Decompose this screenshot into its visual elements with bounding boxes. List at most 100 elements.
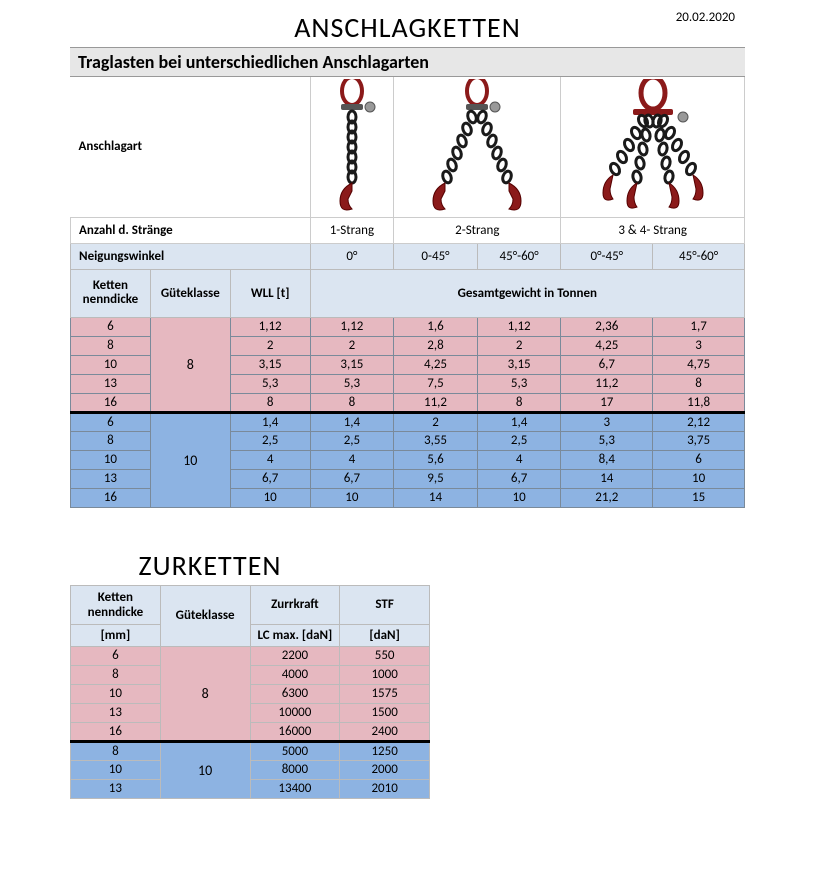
cell-value: 10 xyxy=(477,488,561,507)
cell-wll: 5,3 xyxy=(230,374,310,393)
cell-lc: 6300 xyxy=(250,684,340,703)
cell-d: 10 xyxy=(71,760,161,779)
cell-value: 2,36 xyxy=(561,317,653,336)
hdr-wll: WLL [t] xyxy=(230,269,310,317)
cell-value: 4,25 xyxy=(561,336,653,355)
cell-value: 10 xyxy=(310,488,394,507)
cell-value: 2,5 xyxy=(310,431,394,450)
cell-lc: 10000 xyxy=(250,703,340,722)
cell-value: 1,12 xyxy=(310,317,394,336)
cell-wll: 1,4 xyxy=(230,412,310,431)
cell-value: 8 xyxy=(310,393,394,412)
angle-cell: 0-45° xyxy=(394,243,478,269)
cell-value: 9,5 xyxy=(394,469,478,488)
cell-gueteklasse: 10 xyxy=(150,412,230,507)
cell-value: 2,12 xyxy=(653,412,745,431)
cell-lc: 8000 xyxy=(250,760,340,779)
cell-value: 11,2 xyxy=(561,374,653,393)
t2-hdr-mm: [mm] xyxy=(71,624,161,646)
cell-value: 5,3 xyxy=(310,374,394,393)
cell-d: 6 xyxy=(71,412,151,431)
cell-d: 13 xyxy=(71,779,161,798)
cell-stf: 1000 xyxy=(340,665,430,684)
cell-d: 6 xyxy=(71,646,161,665)
cell-value: 11,2 xyxy=(394,393,478,412)
cell-value: 2,8 xyxy=(394,336,478,355)
cell-stf: 2400 xyxy=(340,722,430,741)
cell-value: 5,6 xyxy=(394,450,478,469)
cell-stf: 2000 xyxy=(340,760,430,779)
title2: ZURKETTEN xyxy=(110,548,310,583)
cell-wll: 2 xyxy=(230,336,310,355)
cell-stf: 2010 xyxy=(340,779,430,798)
cell-gueteklasse: 8 xyxy=(150,317,230,412)
cell-lc: 5000 xyxy=(250,741,340,760)
cell-value: 7,5 xyxy=(394,374,478,393)
cell-d: 16 xyxy=(71,488,151,507)
cell-lc: 4000 xyxy=(250,665,340,684)
cell-stf: 1250 xyxy=(340,741,430,760)
cell-value: 5,3 xyxy=(477,374,561,393)
page-title: ANSCHLAGKETTEN xyxy=(294,10,521,45)
hdr-guete: Güteklasse xyxy=(150,269,230,317)
cell-value: 5,3 xyxy=(561,431,653,450)
cell-value: 6,7 xyxy=(310,469,394,488)
cell-value: 2 xyxy=(394,412,478,431)
cell-d: 8 xyxy=(71,741,161,760)
cell-d: 10 xyxy=(71,450,151,469)
angle-label: Neigungswinkel xyxy=(71,243,311,269)
t2-hdr-zurr: Zurrkraft xyxy=(250,585,340,624)
cell-stf: 550 xyxy=(340,646,430,665)
cell-wll: 6,7 xyxy=(230,469,310,488)
anschlagart-label: Anschlagart xyxy=(71,77,311,217)
subtitle: Traglasten bei unterschiedlichen Anschla… xyxy=(70,47,745,77)
chain-2strand-icon xyxy=(394,77,561,217)
cell-d: 13 xyxy=(71,469,151,488)
angle-cell: 45°-60° xyxy=(653,243,745,269)
cell-value: 6,7 xyxy=(477,469,561,488)
cell-value: 1,6 xyxy=(394,317,478,336)
main-table: Anschlagart xyxy=(70,77,745,508)
strand-1: 1-Strang xyxy=(310,217,394,243)
cell-value: 2,5 xyxy=(477,431,561,450)
cell-value: 3,75 xyxy=(653,431,745,450)
cell-lc: 2200 xyxy=(250,646,340,665)
t2-hdr-dan: [daN] xyxy=(340,624,430,646)
t2-hdr-lc: LC max. [daN] xyxy=(250,624,340,646)
cell-value: 1,7 xyxy=(653,317,745,336)
cell-value: 15 xyxy=(653,488,745,507)
cell-value: 4,25 xyxy=(394,355,478,374)
cell-d: 16 xyxy=(71,393,151,412)
cell-wll: 8 xyxy=(230,393,310,412)
cell-d: 13 xyxy=(71,703,161,722)
cell-value: 3,15 xyxy=(310,355,394,374)
cell-d: 16 xyxy=(71,722,161,741)
hdr-gesamt: Gesamtgewicht in Tonnen xyxy=(310,269,744,317)
cell-wll: 3,15 xyxy=(230,355,310,374)
cell-d: 10 xyxy=(71,684,161,703)
cell-wll: 10 xyxy=(230,488,310,507)
cell-gueteklasse: 10 xyxy=(160,741,250,798)
cell-stf: 1500 xyxy=(340,703,430,722)
cell-value: 2 xyxy=(310,336,394,355)
cell-value: 3 xyxy=(561,412,653,431)
chain-1strand-icon xyxy=(310,77,394,217)
cell-value: 3,55 xyxy=(394,431,478,450)
cell-wll: 4 xyxy=(230,450,310,469)
cell-value: 14 xyxy=(561,469,653,488)
cell-value: 4 xyxy=(310,450,394,469)
cell-wll: 1,12 xyxy=(230,317,310,336)
strand-34: 3 & 4- Strang xyxy=(561,217,745,243)
cell-lc: 16000 xyxy=(250,722,340,741)
cell-gueteklasse: 8 xyxy=(160,646,250,741)
cell-d: 8 xyxy=(71,431,151,450)
chain-34strand-icon xyxy=(561,77,745,217)
hdr-ketten: Ketten nenndicke xyxy=(71,269,151,317)
angle-cell: 0°-45° xyxy=(561,243,653,269)
cell-d: 6 xyxy=(71,317,151,336)
cell-value: 21,2 xyxy=(561,488,653,507)
cell-value: 8 xyxy=(653,374,745,393)
cell-value: 1,4 xyxy=(477,412,561,431)
zurketten-table: Ketten nenndicke Güteklasse Zurrkraft ST… xyxy=(70,585,430,799)
t2-hdr-ketten: Ketten nenndicke xyxy=(71,585,161,624)
